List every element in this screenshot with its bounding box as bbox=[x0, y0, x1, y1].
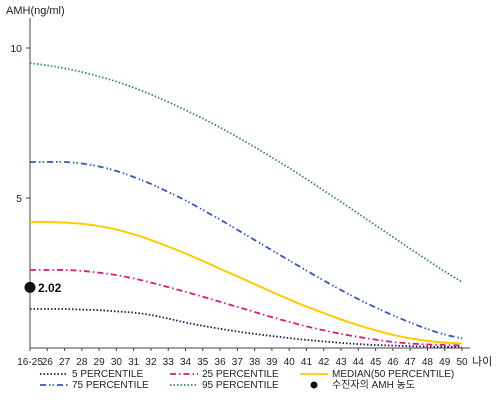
legend-marker-label: 수진자의 AMH 농도 bbox=[332, 379, 415, 391]
x-tick-label: 42 bbox=[318, 357, 330, 368]
x-tick-label: 16-25 bbox=[17, 357, 43, 368]
series-line-25-percentile bbox=[30, 269, 463, 347]
y-ticks: 5 10 bbox=[10, 43, 30, 205]
x-tick-label: 34 bbox=[180, 357, 192, 368]
series-line-75-percentile bbox=[30, 160, 463, 340]
x-tick-label: 49 bbox=[439, 357, 451, 368]
x-tick-label: 36 bbox=[215, 357, 227, 368]
y-axis-label: AMH(ng/ml) bbox=[6, 5, 65, 17]
x-tick-label: 37 bbox=[232, 357, 244, 368]
legend-marker-dot bbox=[310, 381, 318, 389]
series-line-95-percentile bbox=[29, 62, 463, 283]
x-tick-label: 31 bbox=[128, 357, 140, 368]
series-line-median-50-percentile bbox=[29, 220, 463, 345]
x-tick-label: 29 bbox=[94, 357, 106, 368]
x-tick-label: 40 bbox=[284, 357, 296, 368]
legend-label: 5 PERCENTILE bbox=[72, 369, 143, 380]
y-tick-label: 10 bbox=[10, 43, 22, 55]
x-tick-label: 45 bbox=[370, 357, 382, 368]
x-tick-label: 47 bbox=[405, 357, 417, 368]
x-tick-label: 30 bbox=[111, 357, 123, 368]
legend-label: 95 PERCENTILE bbox=[202, 380, 279, 391]
x-tick-label: 43 bbox=[335, 357, 347, 368]
x-tick-label: 27 bbox=[59, 357, 71, 368]
x-tick-label: 33 bbox=[163, 357, 175, 368]
patient-amh-value-label: 2.02 bbox=[38, 281, 62, 295]
legend: 5 PERCENTILE 25 PERCENTILE MEDIAN(50 PERCE… bbox=[40, 369, 454, 391]
x-tick-label: 50 bbox=[456, 357, 468, 368]
x-tick-label: 38 bbox=[249, 357, 261, 368]
y-tick-label: 5 bbox=[16, 193, 22, 205]
legend-label: 75 PERCENTILE bbox=[72, 380, 149, 391]
x-tick-label: 46 bbox=[387, 357, 399, 368]
series-lines bbox=[29, 62, 463, 348]
patient-amh-point bbox=[24, 281, 36, 293]
x-tick-label: 41 bbox=[301, 357, 313, 368]
x-tick-label: 28 bbox=[76, 357, 88, 368]
patient-marker: 2.02 bbox=[24, 281, 62, 295]
series-line-5-percentile bbox=[30, 308, 463, 348]
x-tick-label: 44 bbox=[353, 357, 365, 368]
x-tick-label: 48 bbox=[422, 357, 434, 368]
legend-label: 25 PERCENTILE bbox=[202, 369, 279, 380]
x-tick-label: 39 bbox=[266, 357, 278, 368]
x-tick-label: 35 bbox=[197, 357, 209, 368]
x-tick-label: 32 bbox=[145, 357, 157, 368]
x-axis-label: 나이 bbox=[472, 355, 492, 368]
legend-label: MEDIAN(50 PERCENTILE) bbox=[332, 369, 454, 380]
x-tick-label: 26 bbox=[42, 357, 54, 368]
